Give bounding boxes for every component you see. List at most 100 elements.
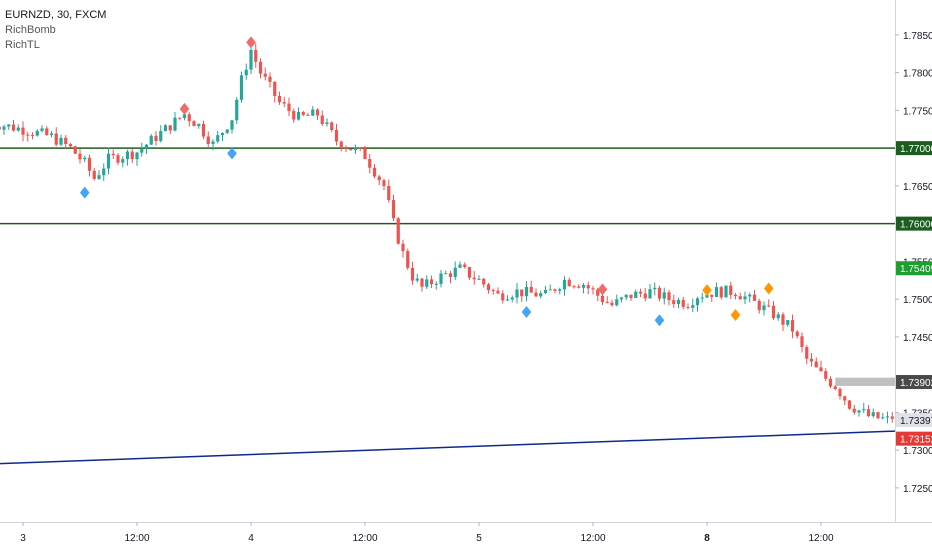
candle-body xyxy=(83,157,87,160)
candle-body xyxy=(64,137,68,145)
candle-body xyxy=(828,378,833,387)
candle-body xyxy=(420,278,424,287)
candle-body xyxy=(814,361,818,368)
candle-body xyxy=(667,292,671,301)
price-tag xyxy=(896,141,932,156)
candle-body xyxy=(406,251,410,268)
price-tick-label: 1.76500 xyxy=(903,182,932,193)
candle-body xyxy=(206,136,210,144)
candle-body xyxy=(277,95,282,103)
candle-body xyxy=(273,81,277,96)
candle-body xyxy=(372,167,377,177)
candle-body xyxy=(743,296,747,300)
candle-body xyxy=(752,294,757,301)
candle-body xyxy=(249,49,253,70)
candle-body xyxy=(282,102,286,104)
candle-body xyxy=(330,122,334,130)
candle-body xyxy=(197,123,201,127)
indicator-richbomb[interactable]: RichBomb xyxy=(5,24,56,36)
candle-body xyxy=(619,297,624,300)
candle-body xyxy=(748,294,752,297)
candle-body xyxy=(353,147,358,151)
price-tick-label: 1.75000 xyxy=(903,295,932,306)
candle-body xyxy=(87,157,92,171)
candle-body xyxy=(2,126,6,130)
candle-body xyxy=(192,121,196,127)
candle-body xyxy=(239,75,244,100)
candle-body xyxy=(135,152,139,160)
candle-body xyxy=(154,135,158,141)
candle-body xyxy=(790,320,795,332)
candle-body xyxy=(116,155,120,163)
time-tick-label: 3 xyxy=(20,533,26,544)
candle-body xyxy=(786,320,790,325)
candle-body xyxy=(216,135,220,142)
candle-body xyxy=(182,114,187,118)
candle-body xyxy=(97,175,101,179)
candle-body xyxy=(648,289,652,299)
candle-body xyxy=(781,314,785,325)
candle-body xyxy=(377,176,381,181)
candle-body xyxy=(890,416,894,419)
candle-body xyxy=(496,290,500,294)
candle-body xyxy=(591,288,595,290)
price-tag-label: 1.73152 xyxy=(900,435,932,446)
candle-body xyxy=(681,299,685,307)
symbol-title[interactable]: EURNZD, 30, FXCM xyxy=(5,9,107,21)
candle-body xyxy=(159,131,163,141)
price-tick-label: 1.77500 xyxy=(903,106,932,117)
candle-body xyxy=(301,112,305,115)
candle-body xyxy=(757,300,761,311)
candle-body xyxy=(339,141,343,149)
candle-body xyxy=(501,293,505,301)
candle-body xyxy=(121,159,125,163)
candle-body xyxy=(515,289,519,298)
candle-body xyxy=(439,273,443,284)
candle-body xyxy=(738,296,742,300)
time-tick-label: 4 xyxy=(248,533,254,544)
candle-body xyxy=(729,285,733,295)
candle-body xyxy=(30,135,35,137)
candle-body xyxy=(0,126,1,130)
candle-body xyxy=(605,302,609,304)
candle-body xyxy=(268,76,272,82)
candle-body xyxy=(567,279,571,287)
signal-marker xyxy=(227,147,237,160)
candle-body xyxy=(358,147,362,149)
candle-body xyxy=(562,279,567,290)
candle-body xyxy=(220,132,225,136)
candle-body xyxy=(700,297,704,299)
price-tag xyxy=(896,261,932,276)
candle-body xyxy=(315,109,320,116)
candle-body xyxy=(467,267,472,278)
candle-body xyxy=(7,124,11,127)
candle-body xyxy=(767,305,771,307)
candle-body xyxy=(662,292,666,299)
candle-body xyxy=(78,153,82,160)
candle-body xyxy=(225,129,229,133)
candle-body xyxy=(144,144,149,149)
candle-body xyxy=(520,289,524,297)
time-tick-label: 12:00 xyxy=(808,533,833,544)
candle-body xyxy=(73,146,77,154)
candle-body xyxy=(762,305,766,311)
candle-body xyxy=(230,120,234,130)
price-tick-label: 1.74500 xyxy=(903,333,932,344)
candle-body xyxy=(653,287,657,290)
candle-body xyxy=(862,409,866,411)
candle-body xyxy=(11,124,16,131)
candle-body xyxy=(296,112,301,120)
candle-body xyxy=(843,396,847,401)
candle-body xyxy=(833,386,837,390)
candle-body xyxy=(482,278,486,285)
candle-body xyxy=(657,287,662,299)
indicator-richtl[interactable]: RichTL xyxy=(5,39,40,51)
candle-body xyxy=(866,409,871,417)
candle-body xyxy=(54,133,58,145)
candle-body xyxy=(387,185,391,201)
candle-body xyxy=(586,285,590,289)
candle-body xyxy=(168,125,172,131)
candle-body xyxy=(795,331,799,337)
